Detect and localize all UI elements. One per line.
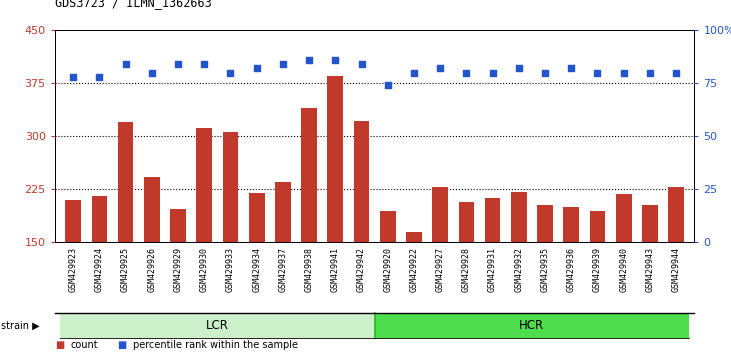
Bar bbox=[511, 192, 526, 349]
Bar bbox=[485, 198, 501, 349]
Point bbox=[94, 74, 105, 80]
Bar bbox=[170, 209, 186, 349]
Point bbox=[408, 70, 420, 75]
Point bbox=[198, 61, 210, 67]
Point bbox=[434, 65, 446, 71]
Bar bbox=[223, 132, 238, 349]
Point bbox=[539, 70, 551, 75]
Bar bbox=[537, 205, 553, 349]
Point bbox=[670, 70, 682, 75]
Bar bbox=[301, 108, 317, 349]
Bar bbox=[590, 211, 605, 349]
Bar bbox=[616, 194, 632, 349]
Text: count: count bbox=[71, 340, 99, 350]
Bar bbox=[144, 177, 159, 349]
Text: HCR: HCR bbox=[519, 319, 545, 332]
Point bbox=[382, 82, 393, 88]
Text: LCR: LCR bbox=[206, 319, 229, 332]
Text: strain ▶: strain ▶ bbox=[1, 320, 40, 330]
Text: GDS3723 / ILMN_1362663: GDS3723 / ILMN_1362663 bbox=[55, 0, 211, 9]
Point bbox=[513, 65, 525, 71]
Point bbox=[251, 65, 262, 71]
Bar bbox=[458, 202, 474, 349]
Point bbox=[565, 65, 577, 71]
Point bbox=[224, 70, 236, 75]
Point bbox=[487, 70, 499, 75]
Bar bbox=[432, 187, 448, 349]
Point bbox=[303, 57, 315, 63]
Text: percentile rank within the sample: percentile rank within the sample bbox=[133, 340, 298, 350]
Bar bbox=[65, 200, 81, 349]
Bar bbox=[249, 193, 265, 349]
Bar bbox=[275, 182, 291, 349]
Bar bbox=[118, 122, 134, 349]
Text: ■: ■ bbox=[117, 340, 126, 350]
Bar bbox=[380, 211, 395, 349]
Point bbox=[277, 61, 289, 67]
Bar bbox=[197, 128, 212, 349]
Bar bbox=[91, 196, 107, 349]
Point bbox=[120, 61, 132, 67]
Point bbox=[618, 70, 629, 75]
Text: ■: ■ bbox=[55, 340, 64, 350]
Point bbox=[173, 61, 184, 67]
Point bbox=[591, 70, 603, 75]
Bar bbox=[668, 187, 684, 349]
Point bbox=[146, 70, 158, 75]
Point bbox=[461, 70, 472, 75]
Bar bbox=[406, 232, 422, 349]
Bar bbox=[564, 207, 579, 349]
Bar bbox=[354, 121, 369, 349]
Point bbox=[356, 61, 368, 67]
Point bbox=[67, 74, 79, 80]
Bar bbox=[327, 76, 343, 349]
Point bbox=[330, 57, 341, 63]
Point bbox=[644, 70, 656, 75]
Bar bbox=[642, 205, 658, 349]
